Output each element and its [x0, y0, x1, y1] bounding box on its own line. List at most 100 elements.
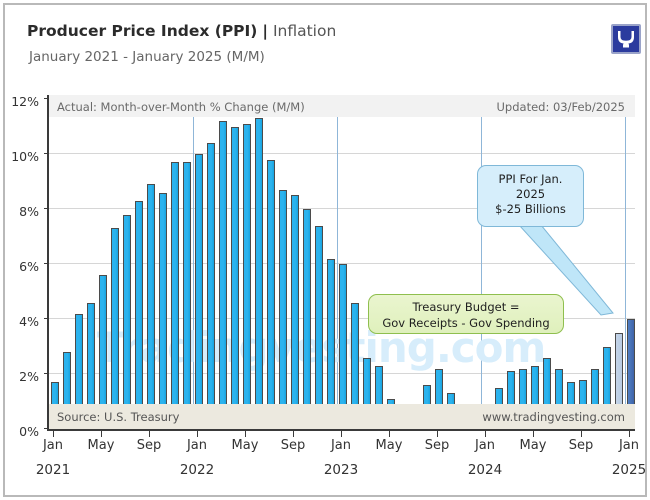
title-separator: |: [262, 22, 269, 40]
bar-dec-2024[interactable]: [614, 332, 624, 429]
bar-may-2022[interactable]: [242, 123, 252, 429]
ppi-callout-line3: $-25 Billions: [495, 202, 566, 216]
y-axis-tick-mark: [44, 373, 49, 374]
bar-feb-2021[interactable]: [62, 352, 72, 429]
y-axis-tick-label: 2%: [19, 369, 39, 384]
chart-subtitle: January 2021 - January 2025 (M/M): [29, 49, 265, 65]
x-axis-tick-label: Jan: [42, 438, 64, 453]
bar-may-2024[interactable]: [530, 365, 540, 429]
bar-oct-2021[interactable]: [158, 192, 168, 429]
x-axis-tick-mark: [485, 431, 486, 437]
bar-jan-2022[interactable]: [194, 154, 204, 429]
y-axis-tick-mark: [44, 208, 49, 209]
x-axis-tick-label: May: [231, 438, 259, 453]
title-normal: Inflation: [272, 22, 337, 40]
bar-jun-2024[interactable]: [542, 357, 552, 429]
x-axis-tick-label: Sep: [424, 438, 450, 453]
x-axis-tick-mark: [341, 431, 342, 437]
bar-sep-2021[interactable]: [146, 184, 156, 429]
y-axis-tick-label: 8%: [19, 204, 39, 219]
bar-aug-2022[interactable]: [278, 189, 288, 429]
bar-feb-2022[interactable]: [206, 143, 216, 429]
plot-bottom-banner: Source: U.S. Treasury www.tradingvesting…: [49, 404, 635, 429]
x-axis-tick-mark: [437, 431, 438, 437]
x-axis-tick-mark: [149, 431, 150, 437]
bar-jun-2022[interactable]: [254, 118, 264, 429]
x-axis-year-label: 2021: [35, 462, 71, 478]
x-axis-tick-mark: [629, 431, 630, 437]
bar-mar-2022[interactable]: [218, 121, 228, 429]
source-label: Source: U.S. Treasury: [57, 410, 180, 424]
x-axis-tick-mark: [245, 431, 246, 437]
bar-jul-2021[interactable]: [122, 214, 132, 429]
x-axis-tick-label: Jan: [618, 438, 640, 453]
x-axis-tick-label: Jan: [186, 438, 208, 453]
x-axis-tick-mark: [197, 431, 198, 437]
year-divider-line: [625, 95, 626, 429]
bar-mar-2023[interactable]: [362, 357, 372, 429]
bar-nov-2021[interactable]: [170, 162, 180, 429]
x-axis-year-label: 2024: [467, 462, 503, 478]
updated-label: Updated: 03/Feb/2025: [496, 100, 626, 114]
budget-callout-line1: Treasury Budget =: [412, 300, 520, 314]
bar-may-2021[interactable]: [98, 275, 108, 429]
x-axis-tick-mark: [293, 431, 294, 437]
gridline: [49, 153, 635, 154]
bar-dec-2021[interactable]: [182, 162, 192, 429]
budget-definition-callout: Treasury Budget = Gov Receipts - Gov Spe…: [368, 294, 564, 334]
x-axis-tick-label: Sep: [568, 438, 594, 453]
chart-header: Producer Price Index (PPI) | Inflation J…: [5, 5, 645, 79]
y-axis-tick-label: 10%: [11, 149, 39, 164]
plot-top-banner: Actual: Month-over-Month % Change (M/M) …: [49, 95, 635, 117]
bar-nov-2022[interactable]: [314, 225, 324, 429]
x-axis-tick-mark: [581, 431, 582, 437]
ppi-callout: PPI For Jan. 2025 $-25 Billions: [477, 165, 584, 227]
x-axis-tick-label: May: [375, 438, 403, 453]
bar-jan-2025[interactable]: [626, 319, 636, 429]
y-axis-tick-mark: [44, 428, 49, 429]
y-axis-tick-label: 0%: [19, 424, 39, 439]
y-axis-tick-label: 4%: [19, 314, 39, 329]
x-axis-tick-mark: [53, 431, 54, 437]
bar-feb-2023[interactable]: [350, 302, 360, 429]
bar-mar-2021[interactable]: [74, 313, 84, 429]
page-title: Producer Price Index (PPI) | Inflation: [27, 22, 336, 40]
x-axis-tick-label: Sep: [136, 438, 162, 453]
x-axis-tick-label: Jan: [330, 438, 352, 453]
year-divider-line: [193, 95, 194, 429]
ppi-callout-line1: PPI For Jan.: [498, 172, 563, 186]
y-axis-tick-label: 6%: [19, 259, 39, 274]
bar-jun-2021[interactable]: [110, 228, 120, 429]
bar-sep-2022[interactable]: [290, 195, 300, 429]
bar-oct-2024[interactable]: [590, 368, 600, 429]
year-divider-line: [337, 95, 338, 429]
plot-area: Actual: Month-over-Month % Change (M/M) …: [44, 95, 636, 431]
bar-aug-2021[interactable]: [134, 200, 144, 429]
bar-jul-2024[interactable]: [554, 368, 564, 429]
bull-logo-icon: [611, 24, 641, 54]
y-axis-tick-mark: [44, 98, 49, 99]
x-axis-tick-label: Jan: [474, 438, 496, 453]
website-label: www.tradingvesting.com: [482, 410, 625, 424]
x-axis-tick-mark: [533, 431, 534, 437]
y-axis-tick-label: 12%: [11, 94, 39, 109]
y-axis-tick-mark: [44, 263, 49, 264]
actual-series-label: Actual: Month-over-Month % Change (M/M): [57, 100, 305, 114]
bar-apr-2021[interactable]: [86, 302, 96, 429]
bar-jul-2022[interactable]: [266, 159, 276, 429]
bar-apr-2022[interactable]: [230, 126, 240, 429]
bar-apr-2024[interactable]: [518, 368, 528, 429]
bar-nov-2024[interactable]: [602, 346, 612, 429]
ppi-callout-line2: 2025: [515, 187, 546, 201]
bar-sep-2023[interactable]: [434, 368, 444, 429]
bar-jan-2023[interactable]: [338, 264, 348, 429]
x-axis-year-label: 2025: [611, 462, 647, 478]
x-axis-tick-label: May: [87, 438, 115, 453]
bar-apr-2023[interactable]: [374, 365, 384, 429]
budget-callout-line2: Gov Receipts - Gov Spending: [382, 316, 550, 330]
x-axis-tick-label: May: [519, 438, 547, 453]
bar-dec-2022[interactable]: [326, 258, 336, 429]
bar-oct-2022[interactable]: [302, 209, 312, 429]
x-axis-tick-label: Sep: [280, 438, 306, 453]
bar-mar-2024[interactable]: [506, 371, 516, 429]
